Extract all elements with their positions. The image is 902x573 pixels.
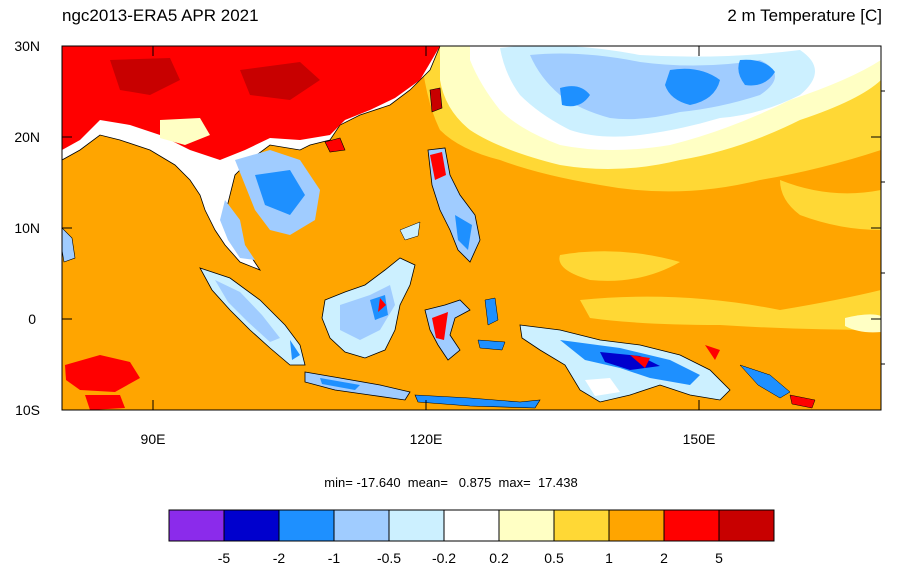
land-sri-lanka bbox=[62, 227, 76, 263]
colorbar-label: 0.2 bbox=[489, 550, 509, 566]
lon-label-120e: 120E bbox=[410, 431, 443, 447]
colorbar-swatch bbox=[388, 509, 445, 542]
stats-line: min= -17.640 mean= 0.875 max= 17.438 bbox=[0, 475, 902, 490]
colorbar-label: -1 bbox=[328, 550, 341, 566]
colorbar-label: -0.2 bbox=[432, 550, 456, 566]
colorbar-label: 5 bbox=[715, 550, 723, 566]
lon-label-90e: 90E bbox=[141, 431, 166, 447]
lat-label-20n: 20N bbox=[14, 129, 40, 145]
land-taiwan bbox=[429, 87, 443, 113]
stats-max-value: 17.438 bbox=[537, 475, 578, 490]
plot-title-left: ngc2013-ERA5 APR 2021 bbox=[62, 6, 259, 25]
map-field bbox=[62, 46, 881, 410]
colorbar-label: -2 bbox=[273, 550, 286, 566]
colorbar-label: 2 bbox=[660, 550, 668, 566]
indian-ocean-warm-spot bbox=[65, 355, 140, 392]
lat-label-0: 0 bbox=[28, 311, 36, 327]
plot-title-right: 2 m Temperature [C] bbox=[727, 6, 882, 25]
colorbar-label: 0.5 bbox=[544, 550, 564, 566]
stats-min-label: min= bbox=[324, 475, 353, 490]
colorbar-swatch bbox=[718, 509, 775, 542]
colorbar-swatch bbox=[168, 509, 225, 542]
stats-mean-label: mean= bbox=[407, 475, 448, 490]
colorbar-swatch bbox=[278, 509, 335, 542]
colorbar: -5 -2 -1 -0.5 -0.2 0.2 0.5 1 2 5 bbox=[168, 509, 775, 566]
land-lesser-sunda bbox=[414, 394, 541, 409]
lon-axis-ticks bbox=[152, 46, 700, 410]
stats-max-label: max= bbox=[498, 475, 531, 490]
lat-axis-ticks bbox=[62, 45, 885, 411]
colorbar-swatch bbox=[498, 509, 555, 542]
land-sulawesi bbox=[424, 299, 471, 361]
land-mainland-asia bbox=[62, 46, 441, 271]
stats-mean-value: 0.875 bbox=[458, 475, 492, 490]
land-hainan bbox=[324, 137, 346, 153]
colorbar-swatch bbox=[663, 509, 720, 542]
lat-label-10s: 10S bbox=[15, 402, 40, 418]
stats-min-value: -17.640 bbox=[356, 475, 401, 490]
colorbar-swatch bbox=[443, 509, 500, 542]
colorbar-label: 1 bbox=[605, 550, 613, 566]
colorbar-swatch bbox=[608, 509, 665, 542]
land-bismarck-islands bbox=[739, 364, 791, 399]
colorbar-swatch bbox=[333, 509, 390, 542]
lat-label-30n: 30N bbox=[14, 38, 40, 54]
colorbar-label: -5 bbox=[218, 550, 231, 566]
colorbar-label: -0.5 bbox=[377, 550, 401, 566]
pacific-anomaly-field bbox=[420, 46, 881, 333]
colorbar-swatch bbox=[223, 509, 280, 542]
colorbar-swatch bbox=[553, 509, 610, 542]
lat-label-10n: 10N bbox=[14, 220, 40, 236]
lon-label-150e: 150E bbox=[683, 431, 716, 447]
